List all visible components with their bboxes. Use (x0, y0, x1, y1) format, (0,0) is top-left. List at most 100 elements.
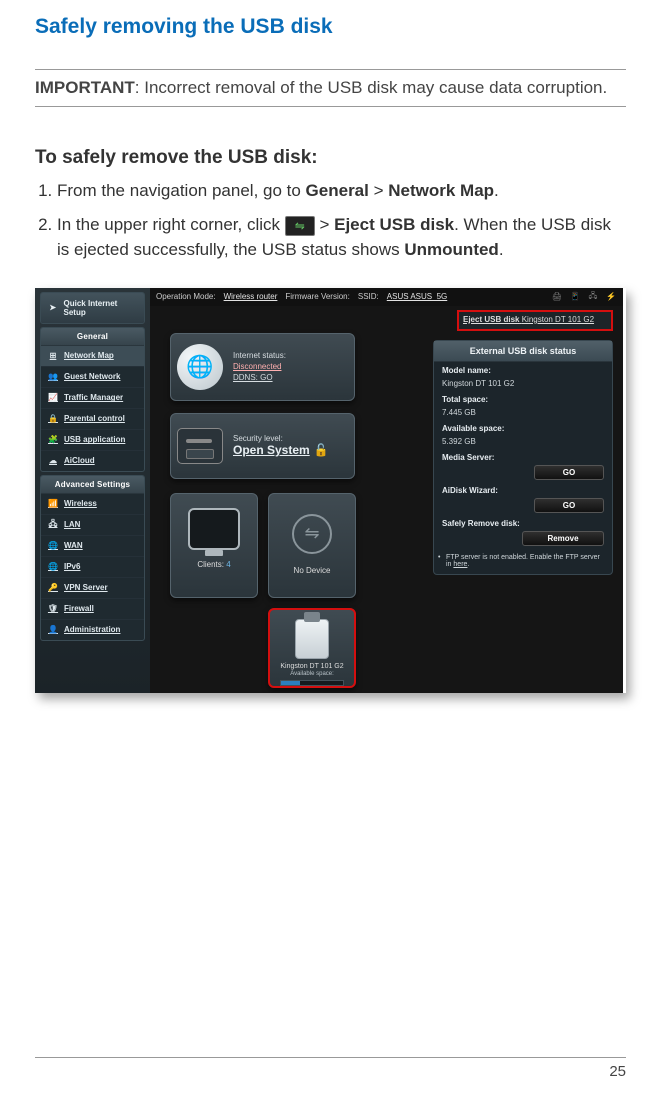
media-server-go-button[interactable]: GO (534, 465, 604, 480)
network-icon[interactable]: 🖧 (587, 291, 599, 303)
status-panel-title: External USB disk status (434, 341, 612, 362)
topbar-value[interactable]: ASUS ASUS_5G (387, 292, 447, 301)
usb-available-label: Available space: (270, 671, 354, 677)
step-text: > (369, 181, 388, 200)
printer-icon[interactable]: 🖨 (551, 291, 563, 303)
sidebar-item-wireless[interactable]: 📶 Wireless (41, 494, 144, 515)
footer-divider (35, 1057, 626, 1058)
remove-button[interactable]: Remove (522, 531, 604, 546)
phone-icon[interactable]: 📱 (569, 291, 581, 303)
eject-usb-popup[interactable]: Eject USB disk Kingston DT 101 G2 (457, 310, 613, 331)
sidebar-item-label: Parental control (64, 414, 125, 423)
usb-icon[interactable]: ⚡ (605, 291, 617, 303)
clients-card[interactable]: Clients: 4 (170, 493, 258, 598)
ftp-text: . (467, 561, 469, 568)
usb-drive-card[interactable]: Kingston DT 101 G2 Available space: (268, 608, 356, 688)
sidebar-item-ipv6[interactable]: 🌐IPv6 (41, 557, 144, 578)
no-device-card[interactable]: ⇋ No Device (268, 493, 356, 598)
sidebar-advanced-head: Advanced Settings (41, 476, 144, 494)
traffic-icon: 📈 (46, 392, 60, 404)
step-1: From the navigation panel, go to General… (57, 179, 626, 204)
external-usb-status-panel: External USB disk status Model name: Kin… (433, 340, 613, 575)
quick-internet-setup[interactable]: ➤ Quick Internet Setup (41, 293, 144, 323)
important-note: IMPORTANT: Incorrect removal of the USB … (35, 76, 626, 100)
cloud-icon: ☁ (46, 455, 60, 467)
vpn-icon: 🔑 (46, 582, 60, 594)
monitor-icon (188, 508, 240, 550)
sidebar-item-firewall[interactable]: 🛡 Firewall (41, 599, 144, 620)
sidebar-item-label: Network Map (64, 351, 114, 360)
wifi-icon: 📶 (46, 498, 60, 510)
usb-icon: 🧩 (46, 434, 60, 446)
sidebar-item-lan[interactable]: 🖧 LAN (41, 515, 144, 536)
step-bold: Unmounted (404, 240, 498, 259)
usb-inline-icon: ⇋ (285, 216, 315, 236)
aidisk-wizard-label: AiDisk Wizard: (434, 482, 612, 496)
page-number: 25 (609, 1063, 626, 1080)
sidebar-item-label: IPv6 (64, 562, 80, 571)
ftp-note: FTP server is not enabled. Enable the FT… (434, 548, 612, 568)
clients-count: 4 (226, 560, 230, 569)
qis-icon: ➤ (46, 302, 60, 314)
step-bold: Network Map (388, 181, 494, 200)
ddns-link[interactable]: DDNS: GO (233, 372, 286, 383)
page-title: Safely removing the USB disk (35, 15, 626, 39)
available-space-value: 5.392 GB (434, 434, 612, 449)
sidebar-item-administration[interactable]: 👤Administration (41, 620, 144, 640)
aidisk-go-button[interactable]: GO (534, 498, 604, 513)
clients-label: Clients: (197, 560, 224, 569)
sidebar-item-parental-control[interactable]: 🔒 Parental control (41, 409, 144, 430)
sidebar-item-label: AiCloud (64, 456, 95, 465)
lan-icon: 🖧 (46, 519, 60, 531)
eject-usb-link[interactable]: Eject USB disk Kingston DT 101 G2 (463, 315, 594, 324)
model-name-label: Model name: (434, 362, 612, 376)
sidebar-item-usb-application[interactable]: 🧩 USB application (41, 430, 144, 451)
available-space-label: Available space: (434, 420, 612, 434)
important-text: : Incorrect removal of the USB disk may … (135, 78, 607, 97)
sidebar-item-label: Administration (64, 625, 120, 634)
router-topbar: Operation Mode: Wireless router Firmware… (150, 288, 623, 306)
sidebar-item-wan[interactable]: 🌐WAN (41, 536, 144, 557)
total-space-label: Total space: (434, 391, 612, 405)
sidebar-item-guest-network[interactable]: 👥Guest Network (41, 367, 144, 388)
sidebar-item-traffic-manager[interactable]: 📈 Traffic Manager (41, 388, 144, 409)
step-text: > (315, 215, 334, 234)
usb-space-bar (280, 680, 344, 686)
step-2: In the upper right corner, click ⇋ > Eje… (57, 213, 626, 262)
network-icon: ⊞ (46, 350, 60, 362)
sidebar-item-aicloud[interactable]: ☁ AiCloud (41, 451, 144, 471)
sidebar-item-label: Quick Internet Setup (64, 299, 139, 317)
sidebar-item-label: WAN (64, 541, 83, 550)
steps-list: From the navigation panel, go to General… (35, 179, 626, 263)
sidebar-item-label: Guest Network (64, 372, 120, 381)
usb-drive-icon (295, 619, 329, 659)
internet-status-value: Disconnected (233, 361, 286, 372)
media-server-label: Media Server: (434, 449, 612, 463)
sidebar-item-label: LAN (64, 520, 80, 529)
router-sidebar: ➤ Quick Internet Setup General ⊞Network … (35, 288, 150, 693)
sidebar-item-label: Traffic Manager (64, 393, 123, 402)
topbar-value[interactable]: Wireless router (224, 292, 278, 301)
lock-icon: 🔒 (46, 413, 60, 425)
sidebar-item-vpn-server[interactable]: 🔑VPN Server (41, 578, 144, 599)
security-level-card[interactable]: Security level: Open System🔓 (170, 413, 355, 479)
no-device-label: No Device (269, 566, 355, 575)
internet-status-card[interactable]: 🌐 Internet status: Disconnected DDNS: GO (170, 333, 355, 401)
topbar-label: Firmware Version: (285, 292, 349, 301)
sidebar-item-label: Firewall (64, 604, 94, 613)
unlock-icon: 🔓 (314, 443, 329, 457)
sidebar-item-network-map[interactable]: ⊞ Network Map (41, 346, 144, 367)
topbar-label: Operation Mode: (156, 292, 216, 301)
step-bold: General (306, 181, 369, 200)
important-label: IMPORTANT (35, 78, 135, 97)
usb-drive-label: Kingston DT 101 G2 (270, 663, 354, 670)
divider (35, 106, 626, 107)
safely-remove-label: Safely Remove disk: (434, 515, 612, 529)
shield-icon: 🛡 (46, 603, 60, 615)
step-bold: Eject USB disk (334, 215, 454, 234)
sidebar-item-label: Wireless (64, 499, 97, 508)
step-text: . (499, 240, 504, 259)
sidebar-item-label: USB application (64, 435, 125, 444)
ftp-here-link[interactable]: here (453, 561, 467, 568)
security-label: Security level: (233, 434, 329, 443)
